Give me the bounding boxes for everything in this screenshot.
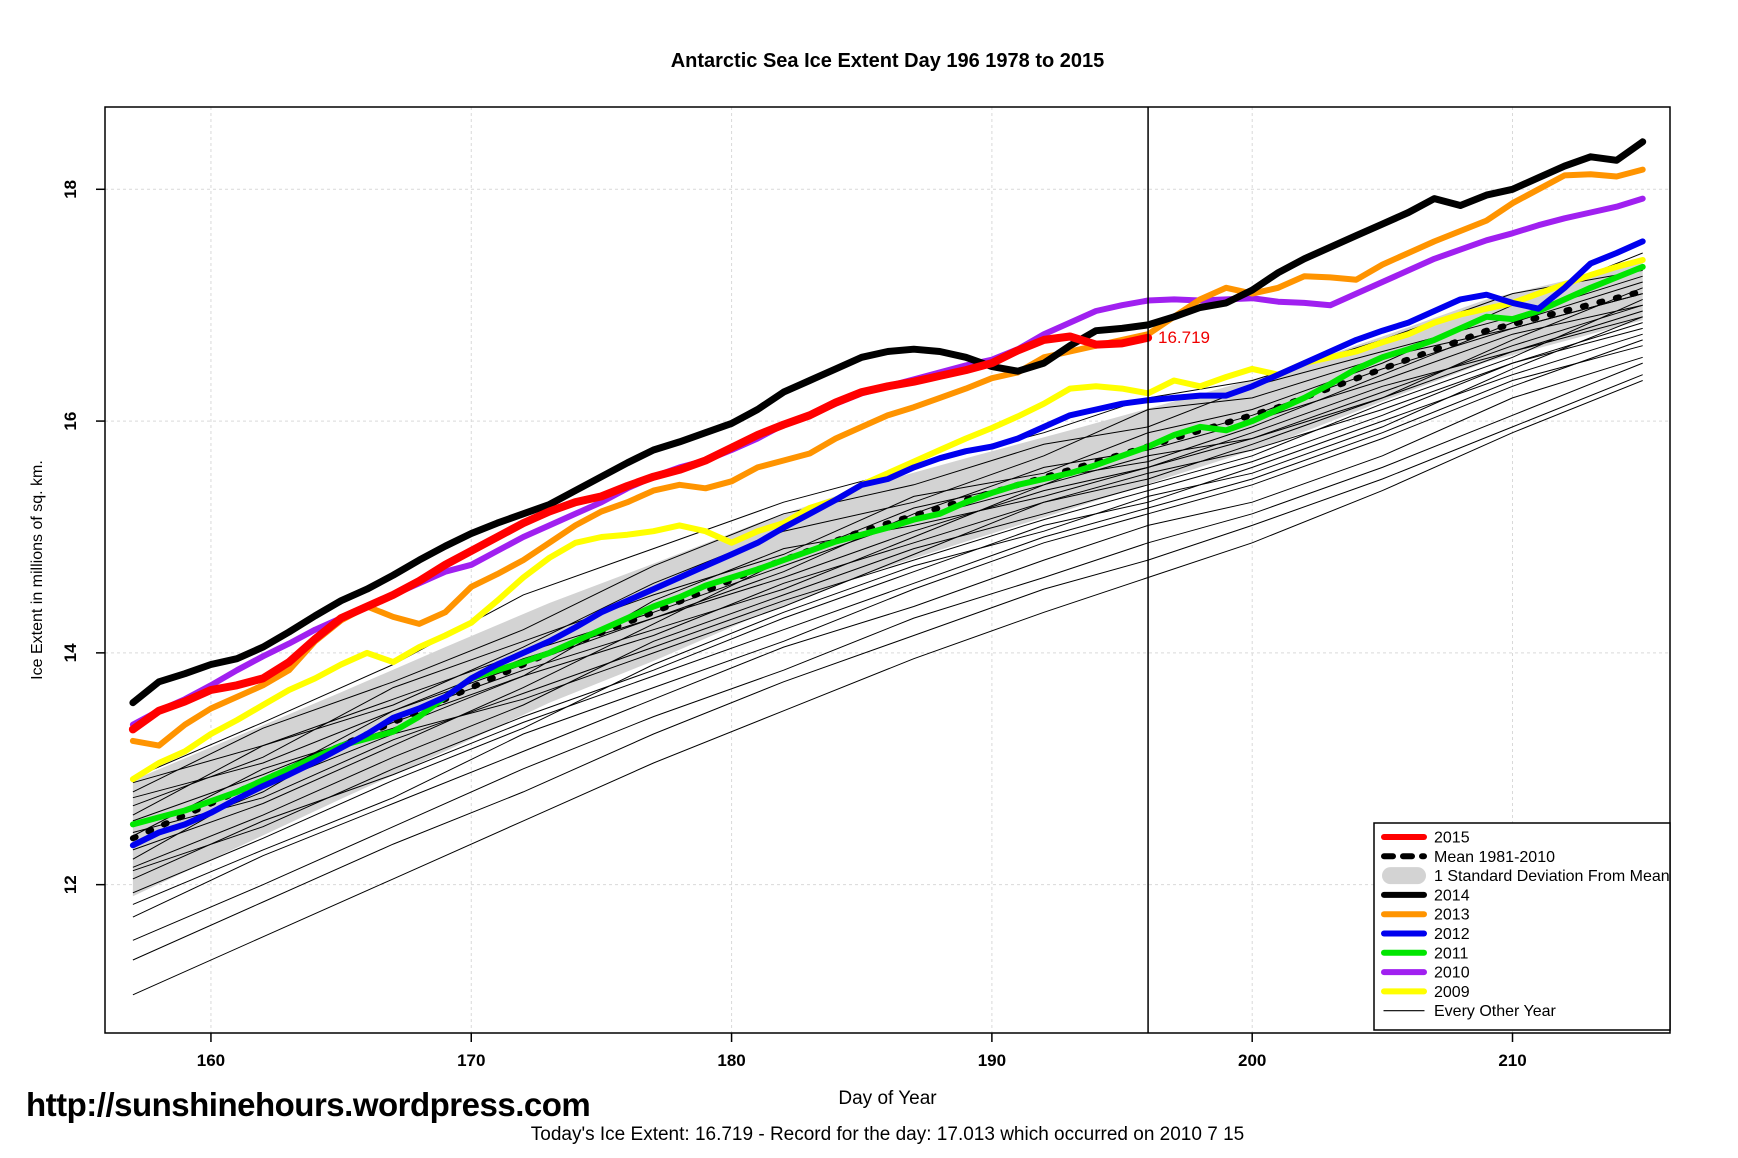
- every-other-year-line: [132, 345, 1643, 880]
- series-2013-line: [129, 166, 1646, 749]
- footer-status: Today's Ice Extent: 16.719 - Record for …: [530, 1124, 1245, 1145]
- every-other-year-line: [132, 316, 1643, 894]
- x-axis-title: Day of Year: [838, 1088, 937, 1109]
- x-tick-label: 200: [1238, 1051, 1266, 1070]
- today-value-label: 16.719: [1158, 328, 1210, 347]
- every-other-year-line: [132, 275, 1643, 793]
- x-tick-label: 170: [457, 1051, 485, 1070]
- legend-item-label: Mean 1981-2010: [1434, 849, 1555, 866]
- every-other-year-line: [132, 339, 1643, 905]
- legend-item-label: 2013: [1434, 907, 1470, 924]
- legend-item-label: 2015: [1434, 830, 1470, 847]
- x-tick-label: 190: [978, 1051, 1006, 1070]
- series-2010-line: [129, 195, 1646, 728]
- y-tick-label: 16: [61, 412, 80, 431]
- legend-item-label: 2012: [1434, 926, 1470, 943]
- mean-line: [129, 288, 1646, 842]
- legend-band-swatch: [1382, 867, 1426, 885]
- legend-item-label: 2009: [1434, 984, 1470, 1001]
- every-other-year-line: [132, 310, 1643, 822]
- legend-item-label: 2010: [1434, 965, 1470, 982]
- every-other-year-line: [132, 252, 1643, 807]
- y-tick-label: 18: [61, 180, 80, 199]
- legend-item-label: Every Other Year: [1434, 1003, 1557, 1020]
- every-other-year-line: [132, 380, 1643, 996]
- chart-title: Antarctic Sea Ice Extent Day 196 1978 to…: [670, 50, 1105, 72]
- footer-url: http://sunshinehours.wordpress.com: [26, 1086, 591, 1123]
- x-tick-label: 160: [197, 1051, 225, 1070]
- every-other-year-line: [132, 298, 1643, 868]
- y-tick-label: 12: [61, 875, 80, 894]
- y-axis-title: Ice Extent in millions of sq. km.: [29, 460, 46, 680]
- std-deviation-band: [132, 262, 1643, 897]
- series-2011-line: [129, 263, 1646, 828]
- series-2012-line: [129, 238, 1646, 849]
- every-other-year-line: [132, 374, 1643, 961]
- every-other-year-line: [132, 327, 1643, 833]
- every-other-year-line: [132, 304, 1643, 799]
- series-2009-line: [129, 257, 1646, 783]
- every-other-year-line: [132, 281, 1643, 851]
- x-tick-label: 210: [1498, 1051, 1526, 1070]
- legend-item-label: 2014: [1434, 887, 1470, 904]
- x-tick-label: 180: [717, 1051, 745, 1070]
- series-2014-line: [129, 138, 1647, 707]
- legend-item-label: 1 Standard Deviation From Mean: [1434, 868, 1670, 885]
- every-other-year-line: [132, 316, 1643, 837]
- legend-item-label: 2011: [1434, 945, 1469, 962]
- plot-border: [104, 106, 1671, 1034]
- every-other-year-line: [132, 362, 1643, 941]
- y-tick-label: 14: [61, 643, 80, 662]
- every-other-year-line: [132, 333, 1643, 872]
- series-2015-line: [128, 332, 1153, 734]
- every-other-year-line: [132, 356, 1643, 918]
